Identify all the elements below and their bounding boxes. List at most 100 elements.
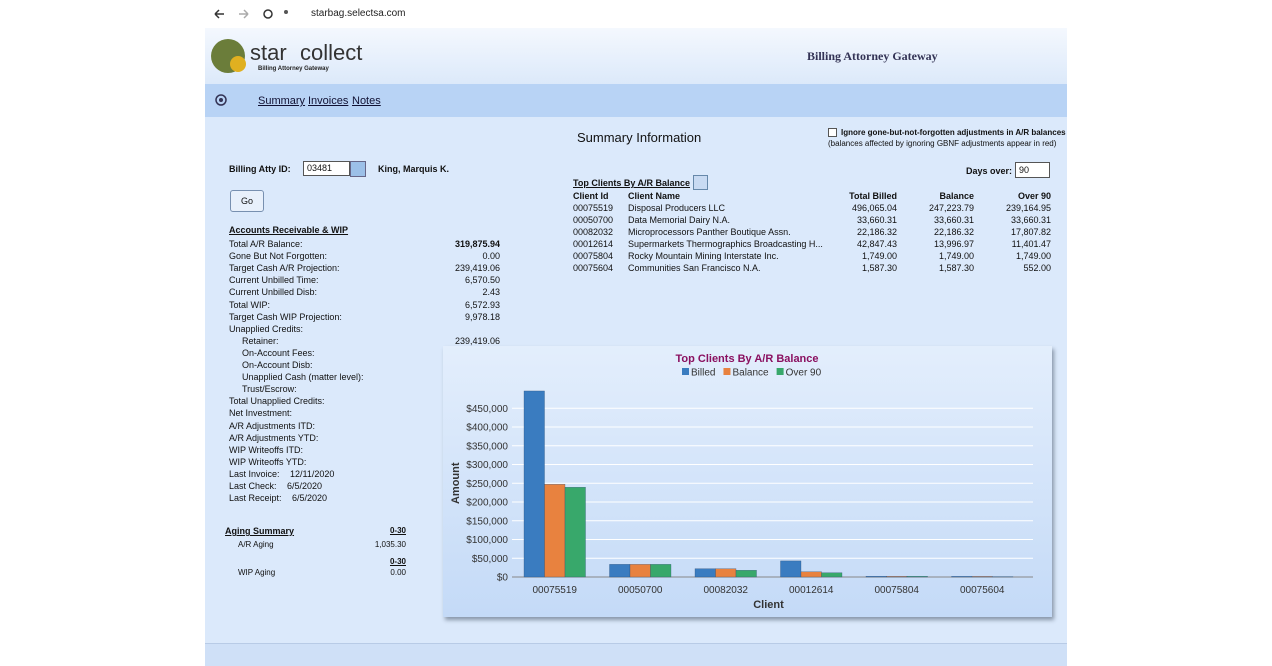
y-tick-label: $350,000: [466, 441, 508, 452]
ar-label: A/R Adjustments YTD:: [229, 433, 318, 443]
nav-link[interactable]: Notes: [352, 95, 381, 107]
legend-swatch: [777, 368, 784, 375]
ar-label: Unapplied Cash (matter level):: [242, 372, 364, 382]
table-cell: 00075519: [573, 203, 613, 213]
ar-value: 319,875.94: [300, 239, 500, 249]
bar: [716, 569, 737, 577]
legend-label: Over 90: [786, 368, 822, 379]
legend-swatch: [682, 368, 689, 375]
x-tick-label: 00075604: [960, 585, 1005, 596]
ar-label: Retainer:: [242, 336, 279, 346]
days-label: Days over:: [966, 166, 1012, 176]
footer: [205, 643, 1067, 666]
table-cell: 00075804: [573, 251, 613, 261]
table-cell: 552.00: [851, 263, 1051, 273]
ar-value: 6/5/2020: [287, 481, 322, 491]
ar-value: 0.00: [300, 251, 500, 261]
legend-swatch: [723, 368, 730, 375]
aging-value: 0.00: [206, 568, 406, 577]
bar: [781, 561, 802, 577]
gbnf-label: Ignore gone-but-not-forgotten adjustment…: [841, 128, 1066, 137]
table-cell: 1,749.00: [851, 251, 1051, 261]
ar-value: 9,978.18: [300, 312, 500, 322]
bar: [565, 487, 586, 577]
ar-label: Total Unapplied Credits:: [229, 396, 325, 406]
x-tick-label: 00075519: [533, 585, 578, 596]
table-cell: 00050700: [573, 215, 613, 225]
bar: [887, 576, 908, 577]
table-cell: 17,807.82: [851, 227, 1051, 237]
ar-label: Last Check:: [229, 481, 277, 491]
y-tick-label: $50,000: [472, 554, 509, 565]
table-cell: 00075604: [573, 263, 613, 273]
days-input[interactable]: 90: [1015, 162, 1050, 178]
atty-label: Billing Atty ID:: [229, 164, 291, 174]
chart-title: Top Clients By A/R Balance: [675, 353, 818, 365]
ar-label: Last Receipt:: [229, 493, 282, 503]
ar-label: Unapplied Credits:: [229, 324, 303, 334]
chart-icon[interactable]: [693, 175, 708, 190]
chart: Top Clients By A/R Balance Billed Balance O…: [443, 346, 1052, 617]
bar: [630, 564, 651, 577]
x-axis-label: Client: [753, 599, 784, 611]
y-tick-label: $300,000: [466, 460, 508, 471]
y-tick-label: $400,000: [466, 423, 508, 434]
table-cell: Client Id: [573, 191, 609, 201]
summary-title: Summary Information: [577, 130, 701, 145]
atty-input[interactable]: 03481: [303, 161, 350, 176]
x-tick-label: 00075804: [875, 585, 920, 596]
ar-value: 6/5/2020: [292, 493, 327, 503]
x-tick-label: 00050700: [618, 585, 663, 596]
ar-value: 6,570.50: [300, 275, 500, 285]
bar: [952, 576, 973, 577]
table-cell: 00082032: [573, 227, 613, 237]
ar-label: WIP Writeoffs YTD:: [229, 457, 306, 467]
bar: [822, 573, 843, 577]
y-axis-label: Amount: [450, 462, 462, 504]
bar: [866, 576, 887, 577]
table-heading: Top Clients By A/R Balance: [573, 178, 690, 188]
aging-value: 1,035.30: [206, 540, 406, 549]
ar-label: Total WIP:: [229, 300, 270, 310]
x-tick-label: 00012614: [789, 585, 834, 596]
nav-link[interactable]: Summary: [258, 95, 305, 107]
y-tick-label: $0: [497, 573, 509, 584]
gbnf-note: (balances affected by ignoring GBNF adju…: [828, 139, 1056, 148]
ar-heading: Accounts Receivable & WIP: [229, 225, 348, 235]
chart-panel: Top Clients By A/R Balance Billed Balance O…: [443, 346, 1052, 617]
bar: [907, 576, 928, 577]
lookup-button[interactable]: [350, 161, 366, 177]
gbnf-checkbox[interactable]: [828, 128, 837, 137]
ar-label: WIP Writeoffs ITD:: [229, 445, 303, 455]
legend-label: Balance: [732, 368, 769, 379]
nav-link[interactable]: Invoices: [308, 95, 348, 107]
y-tick-label: $100,000: [466, 535, 508, 546]
ar-label: A/R Adjustments ITD:: [229, 421, 315, 431]
bar: [524, 391, 545, 577]
ar-label: On-Account Fees:: [242, 348, 315, 358]
aging-col: 0-30: [206, 526, 406, 535]
go-button[interactable]: Go: [230, 190, 264, 212]
y-tick-label: $150,000: [466, 516, 508, 527]
ar-label: Last Invoice:: [229, 469, 280, 479]
ar-label: Total A/R Balance:: [229, 239, 303, 249]
ar-label: On-Account Disb:: [242, 360, 313, 370]
bar: [651, 564, 672, 577]
bar: [801, 572, 822, 577]
ar-value: 239,419.06: [300, 336, 500, 346]
table-cell: 00012614: [573, 239, 613, 249]
bar: [545, 484, 566, 577]
x-tick-label: 00082032: [704, 585, 749, 596]
bar: [972, 576, 993, 577]
table-cell: Client Name: [628, 191, 680, 201]
atty-name: King, Marquis K.: [378, 164, 449, 174]
y-tick-label: $250,000: [466, 479, 508, 490]
table-cell: 11,401.47: [851, 239, 1051, 249]
y-tick-label: $200,000: [466, 498, 508, 509]
aging-col: 0-30: [206, 557, 406, 566]
ar-value: 12/11/2020: [290, 469, 334, 479]
ar-value: 6,572.93: [300, 300, 500, 310]
legend-label: Billed: [691, 368, 715, 379]
bar: [736, 570, 757, 577]
